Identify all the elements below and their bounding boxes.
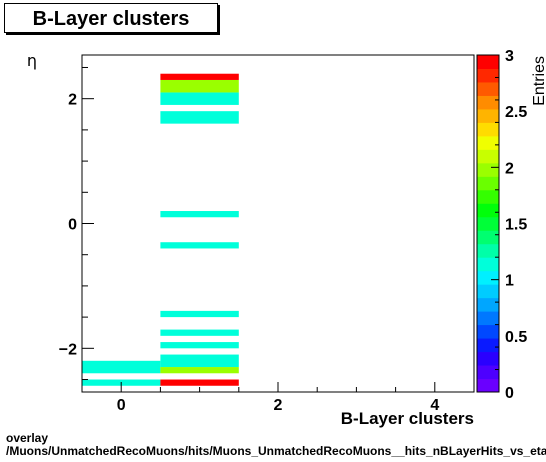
colorbar-step	[477, 216, 499, 231]
colorbar-step	[477, 230, 499, 245]
heatmap-bin	[160, 79, 239, 93]
colorbar-step	[477, 284, 499, 299]
colorbar-step	[477, 189, 499, 204]
heatmap-bin	[160, 242, 239, 249]
heatmap-bin	[160, 92, 239, 105]
colorbar-step	[477, 95, 499, 110]
y-tick-label: 2	[68, 92, 77, 109]
heatmap-bin	[160, 342, 239, 349]
footer-line-2: /Muons/UnmatchedRecoMuons/hits/Muons_Unm…	[6, 444, 546, 458]
colorbar-step	[477, 365, 499, 380]
heatmap-bin	[160, 354, 239, 368]
colorbar-step	[477, 135, 499, 150]
x-tick-label: 0	[117, 397, 126, 414]
heatmap-bin	[160, 329, 239, 336]
colorbar-tick-label: 1.5	[505, 217, 527, 234]
heatmap-bin	[160, 73, 239, 80]
heatmap-bin	[160, 111, 239, 124]
colorbar-step	[477, 55, 499, 69]
heatmap-bin	[160, 367, 239, 374]
colorbar-tick-label: 2.5	[505, 104, 527, 121]
colorbar-step	[477, 81, 499, 96]
colorbar-step	[477, 122, 499, 137]
y-tick-label: −2	[59, 341, 77, 358]
colorbar-step	[477, 311, 499, 326]
colorbar-step	[477, 297, 499, 312]
title-box: B-Layer clusters	[4, 3, 218, 33]
colorbar-step	[477, 243, 499, 258]
footer-line-1: overlay	[6, 431, 49, 445]
y-axis-ticks	[82, 66, 94, 381]
x-tick-label: 2	[274, 397, 283, 414]
colorbar	[477, 55, 499, 393]
colorbar-tick-label: 2	[505, 160, 514, 177]
colorbar-tick-label: 1	[505, 273, 514, 290]
y-axis-tick-labels: −2 0 2	[59, 92, 77, 359]
colorbar-frame	[476, 54, 500, 393]
y-axis-label: η	[27, 51, 37, 70]
heatmap-bin	[82, 360, 161, 374]
chart-title: B-Layer clusters	[32, 8, 190, 30]
heatmap-bin	[160, 379, 239, 386]
colorbar-step	[477, 176, 499, 191]
x-axis-label: B-Layer clusters	[341, 409, 474, 428]
colorbar-step	[477, 270, 499, 285]
colorbar-step	[477, 378, 499, 393]
x-tick-label: 4	[430, 397, 439, 414]
colorbar-step	[477, 149, 499, 164]
colorbar-step	[477, 324, 499, 339]
x-axis-tick-labels: 0 2 4	[117, 397, 440, 414]
plot-frame	[81, 54, 475, 393]
colorbar-step	[477, 257, 499, 272]
colorbar-step	[477, 338, 499, 353]
heatmap-bins	[82, 73, 239, 386]
colorbar-label: Entries	[531, 56, 546, 106]
colorbar-step	[477, 108, 499, 123]
y-tick-label: 0	[68, 217, 77, 234]
colorbar-step	[477, 68, 499, 83]
colorbar-step	[477, 162, 499, 177]
colorbar-tick-labels: 0 0.5 1 1.5 2 2.5 3	[505, 48, 527, 402]
heatmap-bin	[160, 211, 239, 218]
colorbar-tick-label: 3	[505, 48, 514, 65]
x-axis-ticks	[81, 382, 475, 392]
colorbar-tick-label: 0	[505, 385, 514, 402]
colorbar-ticks	[491, 54, 499, 393]
colorbar-tick-label: 0.5	[505, 329, 527, 346]
footer-caption: overlay /Muons/UnmatchedRecoMuons/hits/M…	[6, 432, 546, 458]
colorbar-step	[477, 351, 499, 366]
heatmap-bin	[160, 310, 239, 318]
colorbar-step	[477, 203, 499, 218]
